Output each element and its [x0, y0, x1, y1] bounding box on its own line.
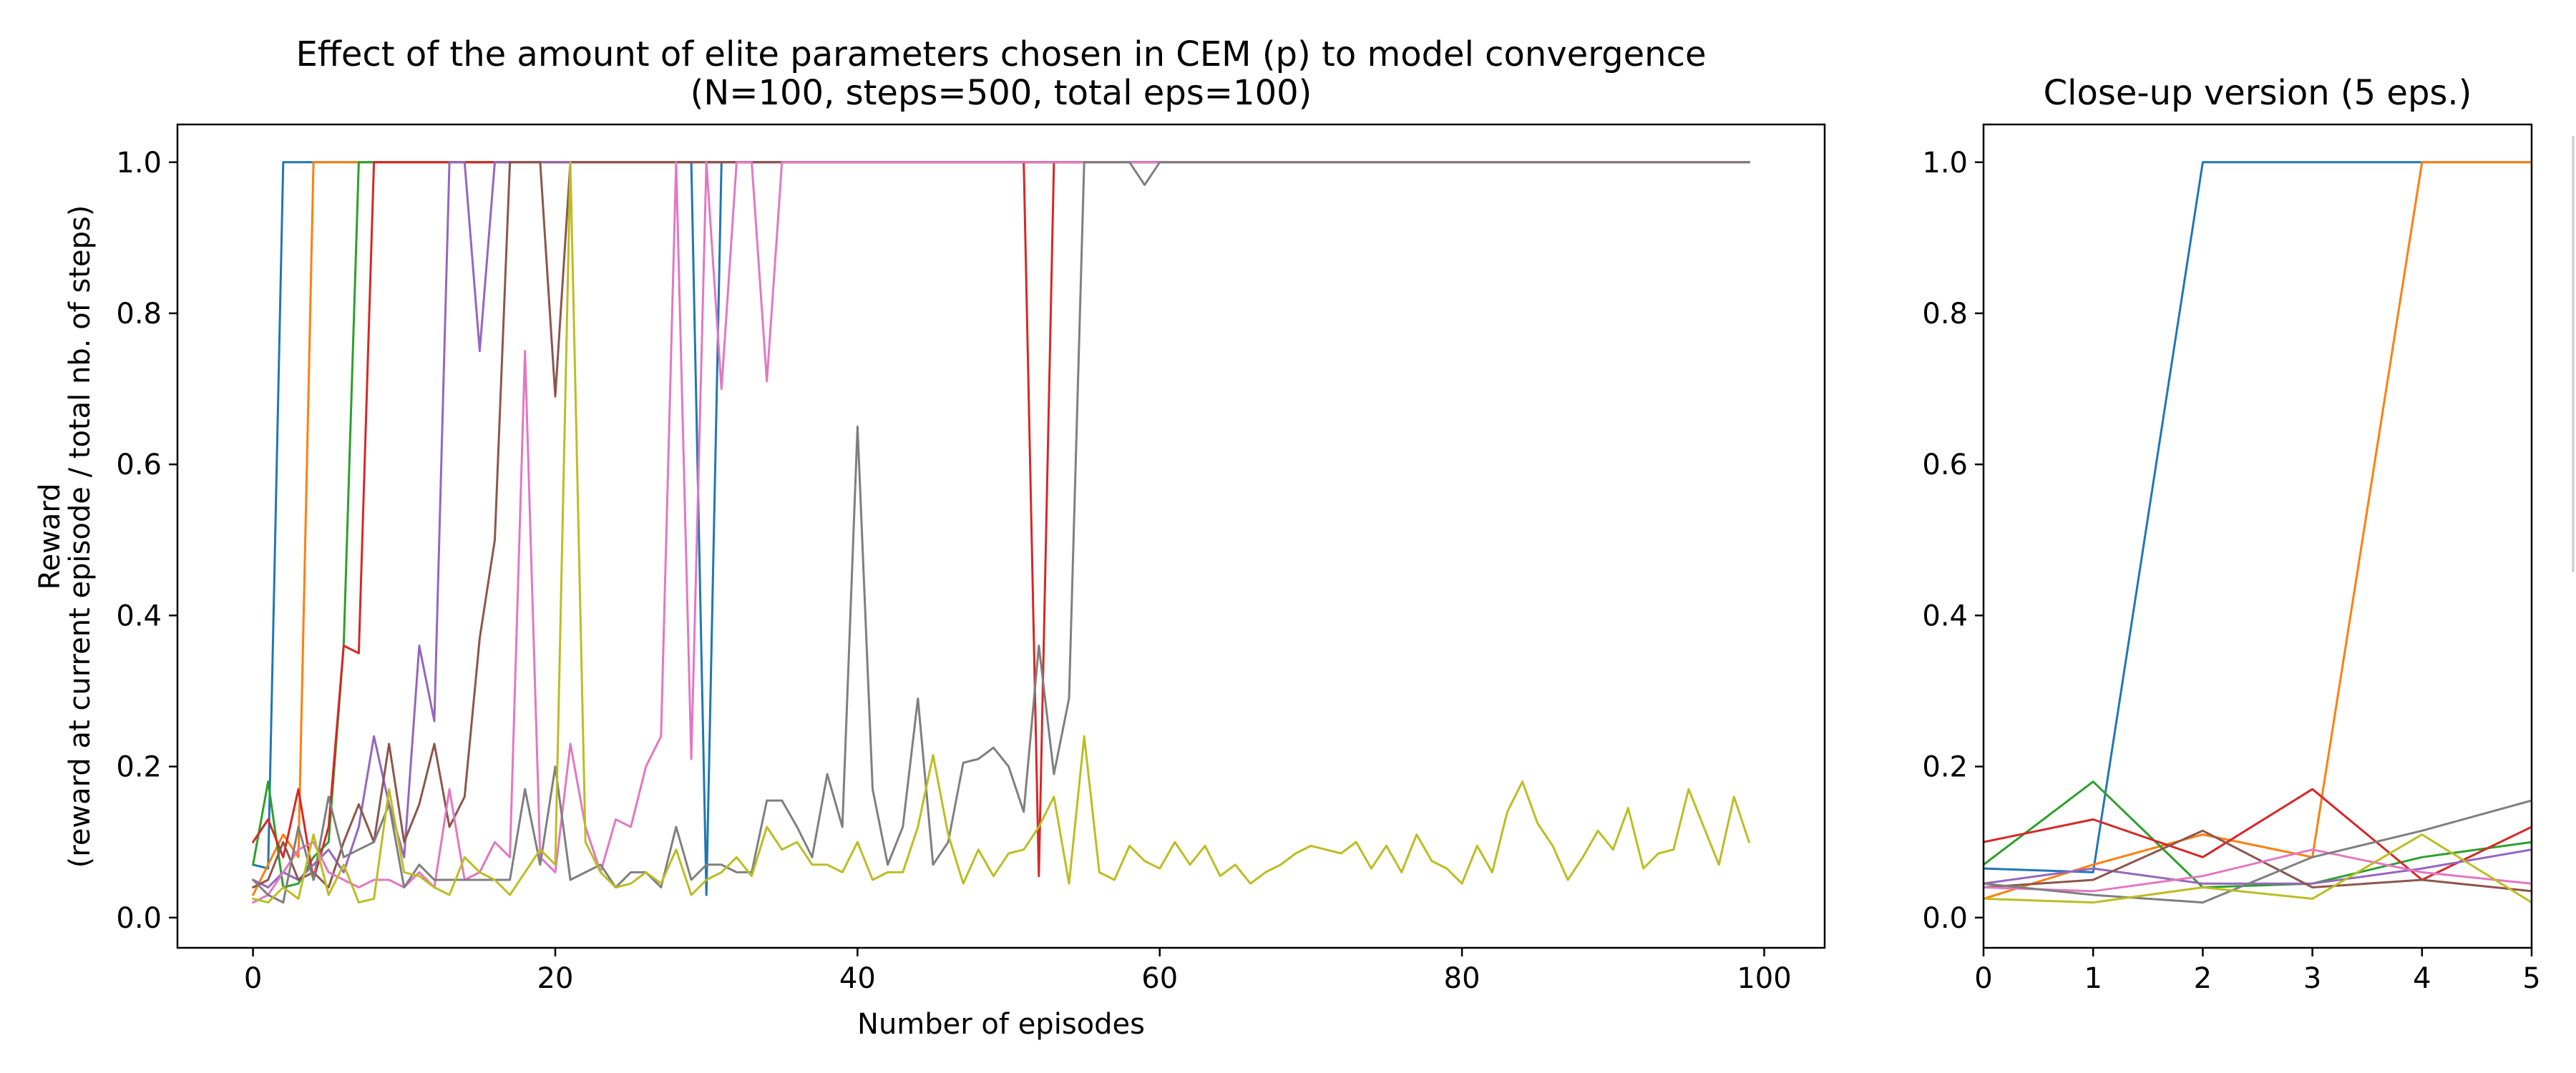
closeup-y-tick-label: 0.4	[1922, 599, 1968, 632]
closeup-y-tick-label: 0.0	[1922, 902, 1968, 935]
closeup-plot-frame	[1982, 123, 2533, 949]
main-x-tick-label: 100	[1737, 962, 1791, 995]
main-series-line-3	[252, 161, 1750, 888]
main-chart-subtitle: (N=100, steps=500, total eps=100)	[691, 73, 1312, 113]
closeup-series-line-7	[1984, 848, 2532, 893]
main-x-axis-label: Number of episodes	[857, 1008, 1145, 1041]
main-y-tick-label: 0.0	[116, 902, 162, 935]
closeup-series-group	[1984, 161, 2532, 904]
main-y-axis-label-line2: (reward at current episode / total nb. o…	[64, 205, 97, 868]
main-x-tick-label: 0	[244, 962, 262, 995]
main-series-group	[252, 161, 1750, 904]
main-y-tick-label: 0.4	[116, 599, 162, 632]
closeup-series-line-5	[1984, 848, 2532, 885]
closeup-series-line-9	[1984, 833, 2532, 904]
closeup-x-tick-label: 5	[2522, 962, 2540, 995]
closeup-x-tick-label: 0	[1974, 962, 1992, 995]
closeup-chart: Close-up version (5 eps.) 0 1 2 3 4 5 0.0 0.2 0.…	[1922, 73, 2540, 995]
main-chart-title: Effect of the amount of elite parameters…	[296, 34, 1706, 74]
closeup-y-tick-label: 0.8	[1922, 298, 1968, 330]
main-y-tick-label: 0.8	[116, 298, 162, 330]
closeup-series-line-4	[1984, 788, 2532, 881]
main-series-line-6	[252, 161, 1750, 888]
main-plot-frame	[176, 123, 1826, 949]
closeup-y-tick-label: 0.2	[1922, 751, 1968, 784]
closeup-y-tick-label: 0.6	[1922, 449, 1968, 481]
closeup-series-line-8	[1984, 799, 2532, 904]
main-x-tick-label: 80	[1444, 962, 1480, 995]
closeup-chart-title: Close-up version (5 eps.)	[2044, 73, 2472, 113]
main-y-axis-label-line1: Reward	[34, 484, 67, 590]
closeup-x-tick-label: 4	[2413, 962, 2431, 995]
main-x-tick-label: 60	[1141, 962, 1178, 995]
closeup-y-tick-label: 1.0	[1922, 147, 1968, 180]
closeup-x-tick-label: 3	[2303, 962, 2321, 995]
main-series-line-9	[252, 161, 1750, 904]
main-series-line-4	[252, 161, 1750, 881]
main-chart: Effect of the amount of elite parameters…	[34, 34, 1826, 1041]
closeup-x-tick-label: 2	[2194, 962, 2212, 995]
main-y-tick-label: 0.2	[116, 751, 162, 784]
main-y-tick-label: 0.6	[116, 449, 162, 481]
main-series-line-7	[252, 161, 1750, 904]
closeup-x-tick-label: 1	[2084, 962, 2102, 995]
main-ticks-group: 0 20 40 60 80 100 0.0 0.2 0.4 0.6 0.8 1.0	[116, 147, 1791, 995]
main-y-tick-label: 1.0	[116, 147, 162, 180]
closeup-ticks-group: 0 1 2 3 4 5 0.0 0.2 0.4 0.6 0.8 1.0	[1922, 147, 2540, 995]
closeup-series-line-6	[1984, 829, 2532, 893]
main-series-line-5	[252, 161, 1750, 888]
main-x-tick-label: 40	[839, 962, 876, 995]
main-series-line-8	[252, 161, 1750, 904]
main-x-tick-label: 20	[537, 962, 574, 995]
closeup-series-line-3	[1984, 780, 2532, 888]
